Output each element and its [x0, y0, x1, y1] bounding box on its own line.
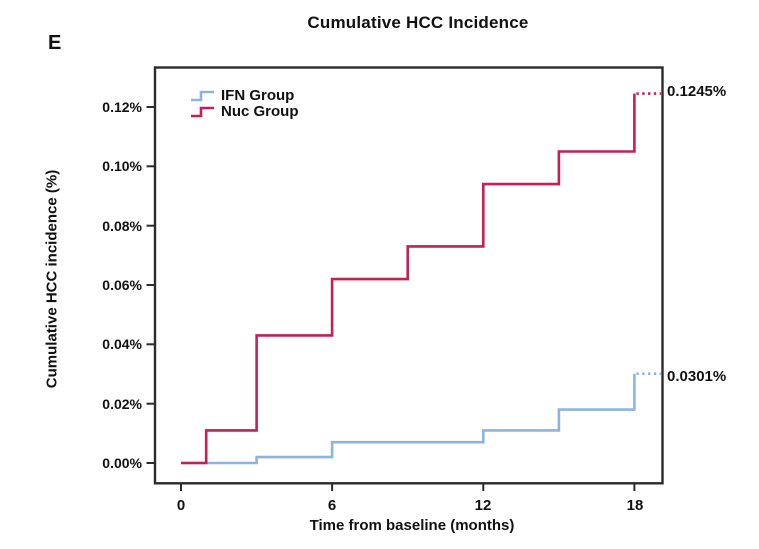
legend-label: IFN Group	[221, 87, 295, 104]
legend-item-ifn-group: IFN Group	[190, 88, 299, 103]
y-tick-label: 0.00%	[102, 455, 142, 471]
x-tick-label: 0	[176, 497, 186, 514]
nuc-group-curve	[181, 93, 636, 465]
x-tick-label: 12	[474, 497, 492, 514]
ifn-end-value-label: 0.0301%	[667, 368, 727, 385]
y-tick-label: 0.02%	[102, 396, 142, 412]
axis-tick-marks	[146, 106, 636, 491]
y-tick-label: 0.06%	[102, 277, 142, 293]
y-tick-label: 0.08%	[102, 218, 142, 234]
x-tick-label: 18	[626, 497, 644, 514]
panel-label: E	[48, 32, 62, 54]
series-lines	[181, 92, 661, 465]
y-tick-label: 0.12%	[102, 99, 142, 115]
chart-title: Cumulative HCC Incidence	[307, 13, 529, 32]
plot-frame	[153, 66, 664, 485]
y-tick-label: 0.04%	[102, 336, 142, 352]
legend-label: Nuc Group	[221, 103, 299, 120]
step-line-icon	[191, 106, 214, 118]
legend-item-nuc-group: Nuc Group	[190, 104, 299, 119]
step-line-icon	[191, 90, 214, 102]
legend: IFN Group Nuc Group	[190, 88, 299, 119]
x-axis-label: Time from baseline (months)	[309, 517, 515, 534]
nuc-end-value-label: 0.1245%	[667, 83, 727, 100]
x-tick-label: 6	[327, 497, 337, 514]
ifn-group-curve	[181, 373, 636, 465]
y-tick-label: 0.10%	[102, 158, 142, 174]
